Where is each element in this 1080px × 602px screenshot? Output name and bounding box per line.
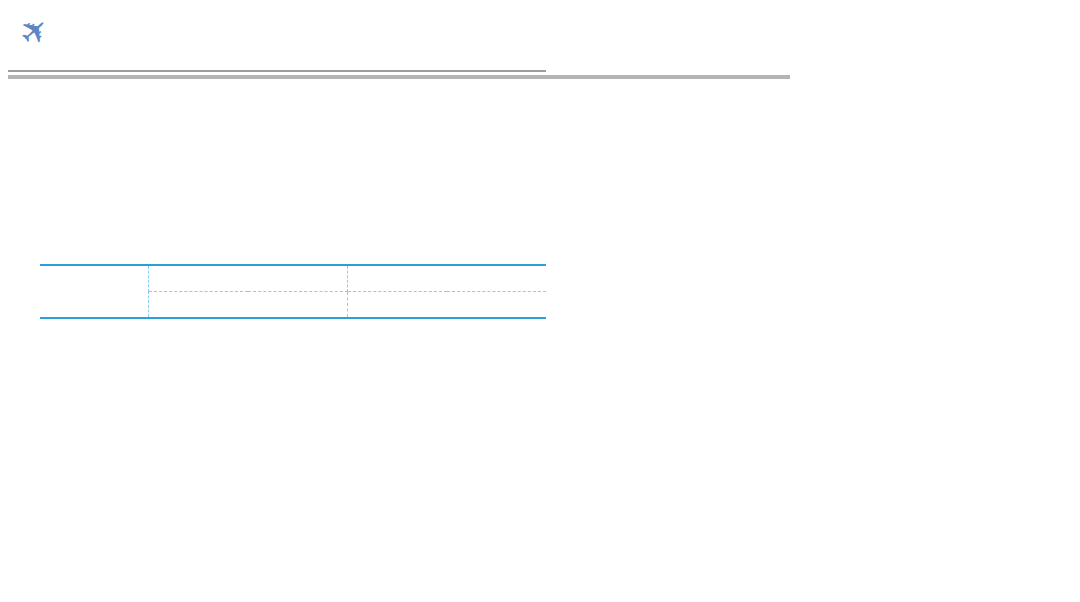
header-divider-top [8, 70, 546, 72]
year-header [347, 292, 447, 319]
header-divider-bottom [8, 75, 790, 79]
chart-plot [606, 320, 1064, 526]
slide: ✈ [0, 0, 1080, 602]
org-header-un [347, 265, 546, 292]
trend-chart [560, 258, 1076, 602]
year-header [447, 292, 547, 319]
growth-table [40, 264, 546, 319]
airplane-icon: ✈ [12, 9, 56, 53]
region-column-header [40, 265, 148, 318]
year-header [248, 292, 348, 319]
growth-table-panel [40, 258, 546, 327]
growth-table-header [40, 265, 546, 318]
year-header [148, 292, 248, 319]
org-header-imf [148, 265, 347, 292]
slide-header: ✈ [20, 14, 61, 48]
